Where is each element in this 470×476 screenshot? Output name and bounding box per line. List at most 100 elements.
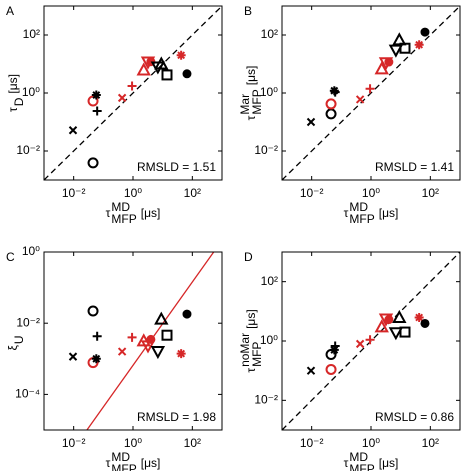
y-tick-label: 10² (23, 27, 40, 41)
panel-letter: D (244, 250, 253, 264)
y-tick-label: 10² (261, 274, 278, 288)
marker-star (329, 345, 339, 355)
axes-frame (43, 5, 223, 181)
marker-plus (365, 84, 375, 94)
marker-star (176, 50, 186, 60)
marker-star (91, 90, 101, 100)
marker-square (161, 69, 173, 81)
marker-star (414, 40, 424, 50)
y-tick-label: 10⁻² (254, 393, 278, 407)
marker-x (355, 95, 365, 104)
marker-plus (92, 106, 102, 116)
x-tick-label: 10⁰ (124, 186, 142, 200)
y-label: τD [μs] (6, 74, 26, 112)
x-tick-label: 10⁻² (300, 436, 324, 450)
label-unit: [μs] (244, 66, 258, 86)
label-symbol: τ (344, 206, 349, 220)
label-symbol: τ (106, 206, 111, 220)
x-tick-label: 10² (422, 186, 439, 200)
marker-square (161, 329, 173, 341)
label-symbol: τ (106, 456, 111, 470)
y-tick-label: 10⁻² (16, 315, 40, 329)
y-label: ξU (6, 335, 26, 350)
label-unit: [μs] (6, 74, 20, 94)
label-superscript: MD (111, 450, 130, 464)
marker-x (68, 126, 78, 135)
label-subscript: D (12, 97, 26, 106)
axes-frame (43, 251, 223, 431)
y-tick-label: 10⁰ (260, 85, 278, 99)
x-tick-label: 10² (184, 436, 201, 450)
x-tick-label: 10⁻² (62, 436, 86, 450)
label-superscript: MD (349, 450, 368, 464)
marker-x (355, 339, 365, 349)
marker-circle (325, 363, 337, 375)
axes-frame (281, 251, 461, 431)
label-unit: [μs] (141, 206, 161, 220)
marker-square (399, 326, 411, 338)
marker-plus (127, 332, 137, 342)
marker-triangle-up (374, 61, 389, 75)
marker-dot (384, 315, 394, 325)
label-subscript: U (12, 335, 26, 344)
reference-line (44, 6, 222, 180)
y-tick-label: 10⁻² (254, 143, 278, 157)
panel-letter: A (6, 4, 14, 18)
label-symbol: τ (244, 368, 258, 373)
panel-letter: B (244, 4, 252, 18)
y-tick-label: 10⁰ (22, 244, 40, 258)
panel-letter: C (6, 250, 15, 264)
marker-dot (420, 318, 430, 328)
y-tick-label: 10² (261, 27, 278, 41)
label-symbol: τ (244, 115, 258, 120)
marker-triangle-down (388, 44, 404, 58)
marker-triangle-up (392, 309, 407, 323)
annotation: RMSLD = 1.51 (137, 160, 216, 174)
marker-triangle-down (150, 61, 166, 75)
marker-triangle-up (154, 311, 169, 325)
marker-plus (365, 335, 375, 345)
x-tick-label: 10² (184, 186, 201, 200)
axes-frame (281, 5, 461, 181)
marker-circle (87, 95, 99, 107)
marker-dot (182, 69, 192, 79)
label-superscript: Mar (238, 94, 252, 115)
y-tick-label: 10⁰ (260, 333, 278, 347)
x-tick-label: 10⁰ (362, 436, 380, 450)
y-tick-label: 10⁰ (22, 85, 40, 99)
label-unit: [μs] (379, 206, 399, 220)
marker-triangle-down (388, 327, 404, 341)
marker-star (91, 354, 101, 364)
label-unit: [μs] (244, 309, 258, 329)
marker-triangle-down (150, 346, 166, 360)
annotation: RMSLD = 1.41 (375, 160, 454, 174)
marker-circle (87, 305, 99, 317)
marker-plus (127, 81, 137, 91)
marker-square (399, 42, 411, 54)
label-superscript: MD (111, 200, 130, 214)
marker-star (414, 312, 424, 322)
marker-plus (92, 331, 102, 341)
marker-circle (325, 108, 337, 120)
marker-dot (420, 27, 430, 37)
x-tick-label: 10⁻² (62, 186, 86, 200)
marker-dot (146, 334, 156, 344)
y-tick-label: 10⁻² (16, 143, 40, 157)
annotation: RMSLD = 0.86 (375, 410, 454, 424)
label-symbol: τ (344, 456, 349, 470)
marker-x (306, 366, 316, 375)
label-unit: [μs] (141, 456, 161, 470)
marker-x (306, 117, 316, 127)
x-tick-label: 10⁻² (300, 186, 324, 200)
marker-x (117, 347, 127, 356)
marker-circle (87, 157, 99, 169)
label-unit: [μs] (379, 456, 399, 470)
